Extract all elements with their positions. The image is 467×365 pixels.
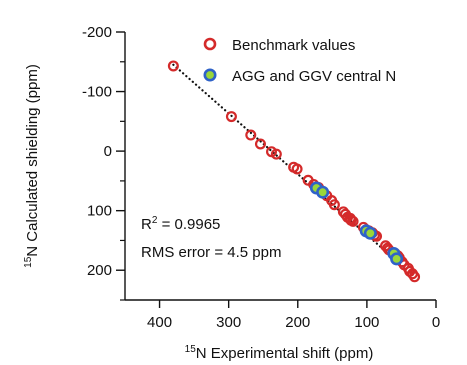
r-squared-annotation: R2 = 0.9965 — [141, 215, 220, 233]
x-tick-label: 200 — [285, 314, 310, 331]
y-tick-label: 0 — [104, 143, 112, 160]
benchmark-point — [291, 163, 303, 175]
agg-ggv-point — [316, 185, 330, 199]
benchmark-point — [328, 199, 340, 211]
y-ticks: -200 -100 0 100 200 — [82, 24, 125, 301]
x-tick-label: 400 — [147, 314, 172, 331]
x-ticks: 400 300 200 100 0 — [147, 300, 440, 331]
agg-ggv-point — [390, 252, 404, 266]
benchmark-point — [347, 215, 359, 227]
benchmark-point — [270, 148, 282, 160]
legend-marker-benchmark — [203, 37, 217, 51]
x-tick-label: 300 — [216, 314, 241, 331]
agg-ggv-point — [363, 226, 377, 240]
x-tick-label: 100 — [354, 314, 379, 331]
axes — [124, 32, 436, 301]
x-axis-label: 15N Experimental shift (ppm) — [185, 344, 374, 362]
y-tick-label: 200 — [87, 262, 112, 279]
y-tick-label: 100 — [87, 203, 112, 220]
benchmark-point — [225, 111, 237, 123]
x-tick-label: 0 — [432, 314, 440, 331]
benchmark-point — [245, 129, 257, 141]
benchmark-point — [167, 60, 179, 72]
legend: Benchmark values AGG and GGV central N — [203, 37, 396, 85]
y-axis-label: 15N Calculated shielding (ppm) — [23, 64, 41, 268]
rms-error-annotation: RMS error = 4.5 ppm — [141, 244, 281, 261]
legend-marker-agg-ggv — [203, 68, 217, 82]
data-points — [167, 60, 421, 283]
legend-label-benchmark: Benchmark values — [232, 37, 355, 54]
y-tick-label: -100 — [82, 84, 112, 101]
legend-label-agg-ggv: AGG and GGV central N — [232, 68, 396, 85]
benchmark-point — [409, 271, 421, 283]
benchmark-point — [254, 138, 266, 150]
y-tick-label: -200 — [82, 24, 112, 41]
